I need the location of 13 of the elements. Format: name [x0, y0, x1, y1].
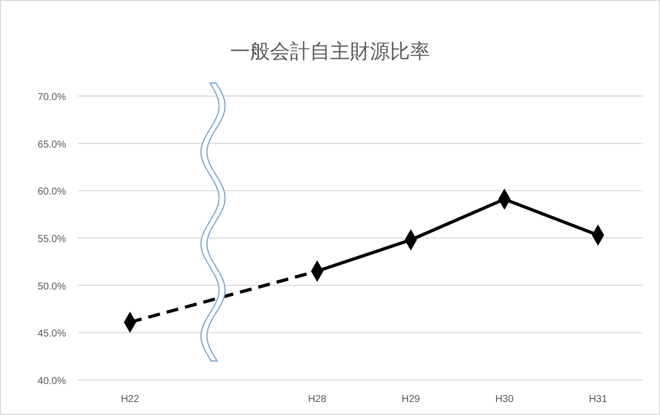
x-tick-label: H29 — [402, 394, 420, 405]
x-tick-label: H31 — [588, 394, 608, 405]
y-tick-label: 45.0% — [38, 328, 66, 340]
x-tick-label: H30 — [495, 394, 514, 405]
y-tick-label: 70.0% — [38, 92, 66, 103]
y-tick-label: 65.0% — [38, 139, 66, 150]
y-tick-label: 50.0% — [38, 281, 66, 292]
y-tick-label: 55.0% — [38, 234, 66, 245]
x-tick-label: H28 — [308, 394, 327, 405]
y-tick-label: 40.0% — [38, 376, 66, 387]
chart-title: 一般会計自主財源比率 — [230, 40, 430, 63]
y-tick-label: 60.0% — [38, 186, 66, 198]
x-tick-label: H22 — [120, 394, 140, 405]
